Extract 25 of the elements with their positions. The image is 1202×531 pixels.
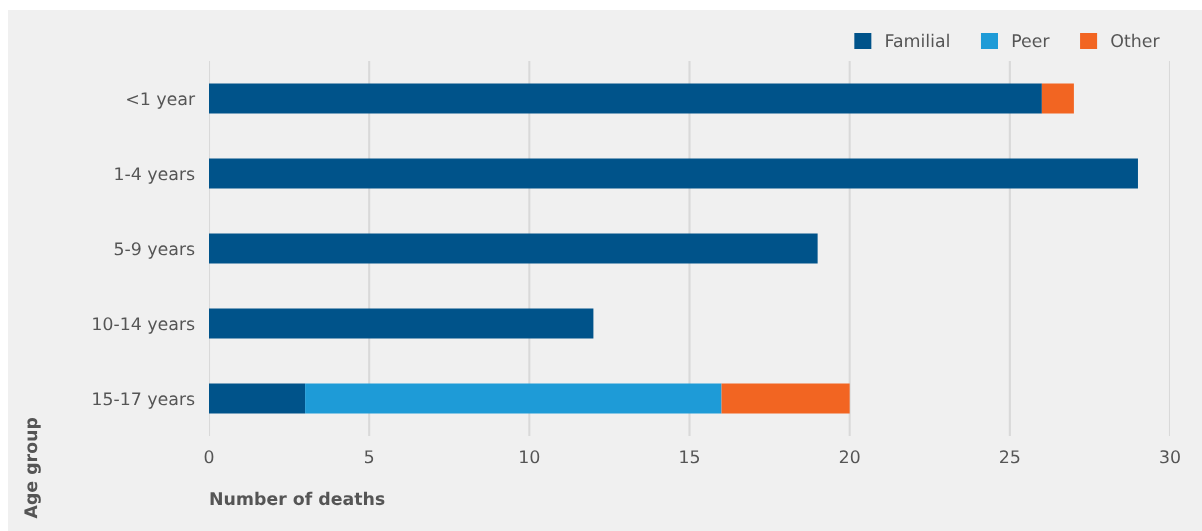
x-tick-label: 20 [839, 450, 860, 464]
legend-label: Other [1111, 33, 1160, 48]
x-tick-label: 25 [1000, 450, 1020, 464]
bar [209, 158, 1138, 189]
y-tick-label: <1 year [127, 92, 196, 109]
x-tick-label: 30 [1160, 450, 1180, 464]
legend-label: Peer [1012, 34, 1050, 48]
bar [305, 383, 722, 414]
y-tick-label: 15-17 years [93, 392, 195, 409]
y-tick-label: 10-14 years [93, 317, 195, 334]
x-tick-label: 5 [364, 450, 374, 464]
bar [209, 83, 1042, 114]
legend-label: Familial [886, 33, 949, 48]
bar [209, 308, 594, 339]
x-axis-title: Number of deaths [210, 491, 385, 506]
y-tick-label: 1-4 years [115, 167, 195, 184]
x-tick-label: 15 [680, 450, 700, 464]
y-axis-title: Age group [24, 417, 41, 519]
bar [209, 383, 306, 414]
x-tick-label: 0 [204, 450, 214, 464]
bar [1041, 83, 1074, 114]
bar [209, 233, 818, 264]
y-tick-label: 5-9 years [114, 242, 195, 259]
x-tick-label: 10 [520, 450, 540, 464]
bar [721, 383, 850, 414]
